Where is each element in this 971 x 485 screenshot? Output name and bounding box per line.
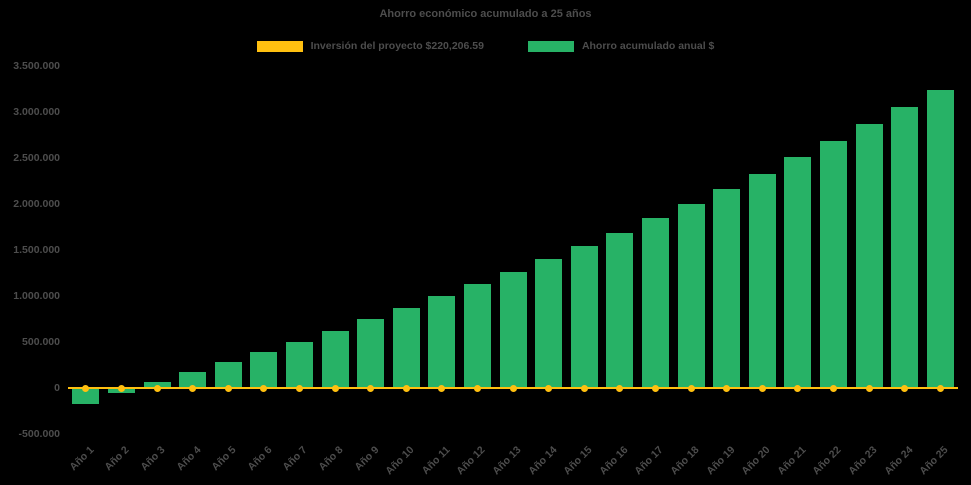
- savings-bar: [357, 319, 385, 388]
- chart-title: Ahorro económico acumulado a 25 años: [379, 8, 592, 20]
- savings-swatch: [527, 40, 574, 52]
- y-axis-tick-label: -500.000: [18, 428, 60, 440]
- savings-bar: [677, 204, 705, 388]
- investment-line-marker: [616, 384, 624, 392]
- legend-item-savings: Ahorro acumulado anual $: [527, 40, 715, 52]
- savings-bar: [891, 107, 919, 388]
- savings-bar: [926, 89, 954, 388]
- savings-bar: [713, 188, 741, 388]
- savings-bar: [72, 388, 100, 404]
- investment-line-marker: [153, 384, 161, 392]
- savings-bar: [463, 284, 491, 388]
- savings-bar: [179, 372, 207, 388]
- investment-line-marker: [829, 384, 837, 392]
- savings-bar: [321, 330, 349, 388]
- y-axis-tick-label: 2.000.000: [13, 198, 60, 210]
- savings-bar: [641, 218, 669, 388]
- investment-line-marker: [936, 384, 944, 392]
- savings-bar: [499, 271, 527, 388]
- savings-bar: [428, 296, 456, 388]
- savings-bar: [819, 140, 847, 388]
- savings-bar: [535, 259, 563, 388]
- investment-line-marker: [367, 384, 375, 392]
- savings-bar: [784, 157, 812, 388]
- savings-bar: [250, 352, 278, 388]
- y-axis-tick-label: 1.500.000: [13, 244, 60, 256]
- investment-line-marker: [758, 384, 766, 392]
- y-axis-tick-label: 0: [54, 382, 60, 394]
- investment-line-marker: [901, 384, 909, 392]
- savings-bar: [748, 173, 776, 388]
- savings-bar: [855, 124, 883, 388]
- investment-swatch: [256, 40, 303, 52]
- y-axis-tick-label: 1.000.000: [13, 290, 60, 302]
- savings-bar: [214, 362, 242, 388]
- y-axis-tick-label: 3.000.000: [13, 106, 60, 118]
- savings-bar: [606, 232, 634, 388]
- savings-bar: [570, 245, 598, 388]
- investment-line-marker: [189, 384, 197, 392]
- investment-line-marker: [794, 384, 802, 392]
- investment-line-marker: [723, 384, 731, 392]
- investment-line-marker: [224, 384, 232, 392]
- legend-item-investment: Inversión del proyecto $220,206.59: [256, 40, 484, 52]
- investment-line-marker: [82, 384, 90, 392]
- investment-line-marker: [473, 384, 481, 392]
- investment-line-marker: [402, 384, 410, 392]
- investment-line-marker: [865, 384, 873, 392]
- savings-bar: [285, 341, 313, 388]
- investment-line-marker: [117, 384, 125, 392]
- investment-line-marker: [331, 384, 339, 392]
- y-axis-tick-label: 2.500.000: [13, 152, 60, 164]
- investment-line-marker: [509, 384, 517, 392]
- investment-line-marker: [260, 384, 268, 392]
- investment-line-marker: [545, 384, 553, 392]
- investment-line-marker: [687, 384, 695, 392]
- investment-line-marker: [580, 384, 588, 392]
- investment-line-marker: [295, 384, 303, 392]
- savings-bar: [392, 307, 420, 388]
- legend: Inversión del proyecto $220,206.59 Ahorr…: [0, 40, 971, 52]
- legend-label-savings: Ahorro acumulado anual $: [581, 40, 715, 52]
- y-axis-tick-label: 500.000: [22, 336, 60, 348]
- investment-line-marker: [651, 384, 659, 392]
- legend-label-investment: Inversión del proyecto $220,206.59: [310, 40, 484, 52]
- investment-line-marker: [438, 384, 446, 392]
- y-axis-tick-label: 3.500.000: [13, 60, 60, 72]
